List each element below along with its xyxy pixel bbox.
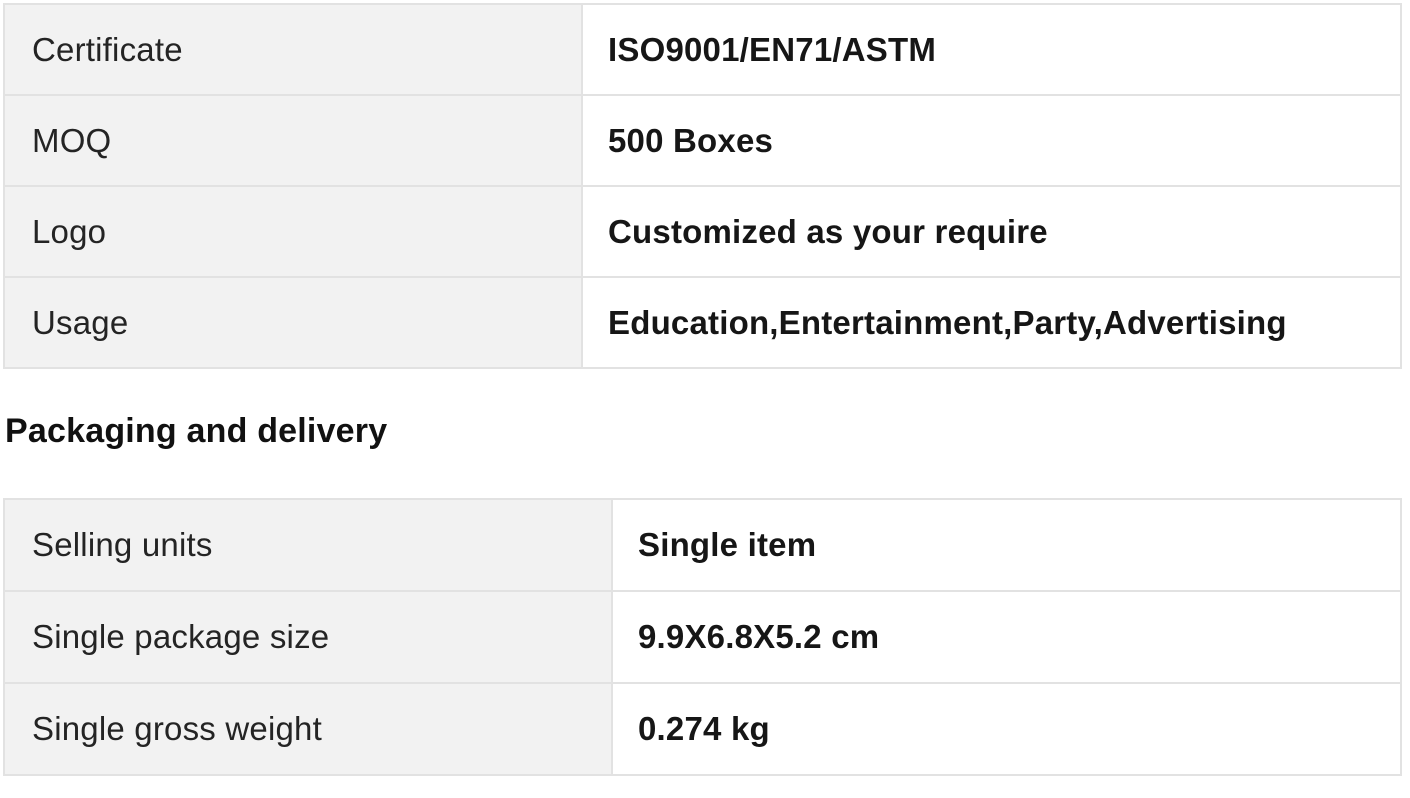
packaging-value: 9.9X6.8X5.2 cm: [611, 589, 1402, 684]
packaging-label: Single package size: [3, 589, 613, 684]
attribute-label: Certificate: [3, 3, 583, 96]
packaging-value: 0.274 kg: [611, 681, 1402, 776]
product-spec-section: Certificate ISO9001/EN71/ASTM MOQ 500 Bo…: [3, 3, 1402, 776]
table-row: Selling units Single item: [3, 497, 1402, 592]
attribute-value: Customized as your require: [581, 185, 1402, 278]
table-row: Usage Education,Entertainment,Party,Adve…: [3, 276, 1402, 369]
attribute-value: ISO9001/EN71/ASTM: [581, 3, 1402, 96]
attribute-value: Education,Entertainment,Party,Advertisin…: [581, 276, 1402, 369]
attribute-label: Usage: [3, 276, 583, 369]
packaging-label: Selling units: [3, 497, 613, 592]
packaging-delivery-table: Selling units Single item Single package…: [3, 497, 1402, 776]
table-row: MOQ 500 Boxes: [3, 94, 1402, 187]
table-row: Single gross weight 0.274 kg: [3, 681, 1402, 776]
product-attributes-table: Certificate ISO9001/EN71/ASTM MOQ 500 Bo…: [3, 3, 1402, 369]
packaging-value: Single item: [611, 497, 1402, 592]
packaging-and-delivery-heading: Packaging and delivery: [5, 412, 388, 450]
attribute-label: Logo: [3, 185, 583, 278]
attribute-label: MOQ: [3, 94, 583, 187]
table-row: Logo Customized as your require: [3, 185, 1402, 278]
packaging-label: Single gross weight: [3, 681, 613, 776]
table-row: Single package size 9.9X6.8X5.2 cm: [3, 589, 1402, 684]
table-row: Certificate ISO9001/EN71/ASTM: [3, 3, 1402, 96]
attribute-value: 500 Boxes: [581, 94, 1402, 187]
